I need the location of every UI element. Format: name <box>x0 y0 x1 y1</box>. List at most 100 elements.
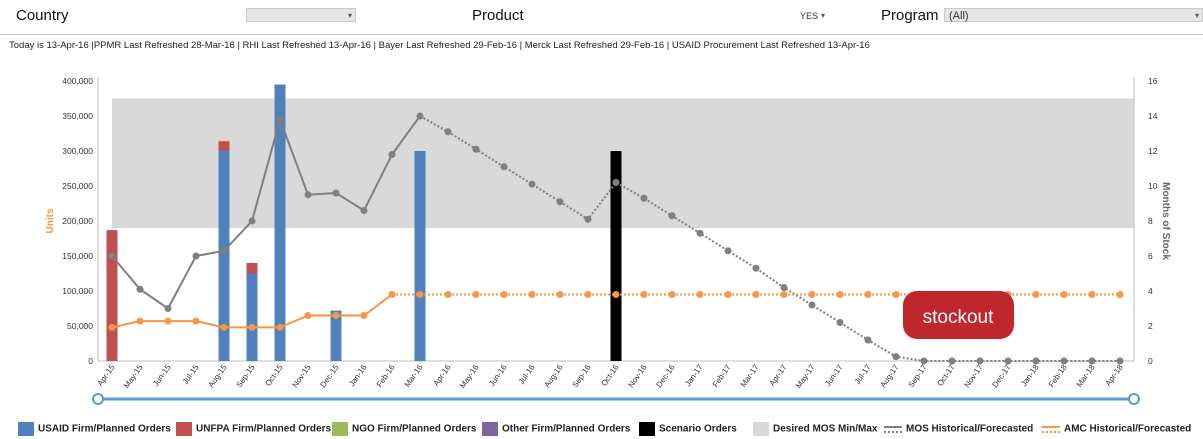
unfpa-bar <box>106 230 118 361</box>
amc_line-point <box>1088 291 1096 298</box>
amc_line-point <box>416 291 424 298</box>
amc_line-point <box>696 291 704 298</box>
x-tick-label: Oct-17 <box>935 363 956 388</box>
product-value: YES <box>800 11 819 21</box>
mos_line-point <box>556 198 564 206</box>
mos_line-point <box>864 336 872 344</box>
amc_line-point <box>472 291 480 298</box>
x-tick-label: Dec-17 <box>990 363 1012 390</box>
scroll-handle-left[interactable] <box>92 393 104 405</box>
y-tick-label: 100,000 <box>62 286 93 296</box>
x-tick-label: Aug-17 <box>878 363 900 390</box>
mos_line-point <box>388 151 396 158</box>
legend-swatch <box>1042 422 1060 436</box>
product-select[interactable]: YES ▾ <box>797 8 825 22</box>
legend-item-unfpa: UNFPA Firm/Planned Orders <box>176 422 331 436</box>
amc_line-point <box>864 291 872 298</box>
x-tick-label: Nov-17 <box>962 363 984 390</box>
desired-mos-band <box>112 98 1134 228</box>
amc_line-point <box>1032 291 1040 298</box>
legend-item-other: Other Firm/Planned Orders <box>482 422 630 436</box>
amc_line-point <box>500 291 508 298</box>
refresh-status-text: Today is 13-Apr-16 |PPMR Last Refreshed … <box>9 40 870 51</box>
mos_line-point <box>500 163 508 171</box>
mos_line-point <box>1088 357 1096 365</box>
x-tick-label: Jun-16 <box>487 363 509 389</box>
amc_line-point <box>640 291 648 298</box>
legend-item-mos_band: Desired MOS Min/Max <box>753 422 877 436</box>
y2-tick-label: 10 <box>1148 181 1158 191</box>
y2-tick-label: 2 <box>1148 321 1153 331</box>
mos_line-point <box>248 217 256 225</box>
amc_line-point <box>304 312 312 319</box>
mos_line-point <box>724 247 732 255</box>
legend-label: Desired MOS Min/Max <box>773 423 878 435</box>
country-select[interactable]: ▾ <box>246 8 356 22</box>
mos_line-point <box>808 301 816 309</box>
program-select[interactable]: (All) ▾ <box>944 8 1203 22</box>
x-tick-label: Jul-17 <box>853 363 873 386</box>
x-tick-label: Jul-15 <box>181 363 201 386</box>
legend-item-mos_line: MOS Historical/Forecasted <box>884 422 1033 436</box>
x-tick-label: Apr-15 <box>95 363 116 388</box>
x-tick-label: Dec-16 <box>654 363 676 390</box>
x-tick-label: Jul-16 <box>517 363 537 386</box>
y-tick-label: 400,000 <box>62 76 93 86</box>
mos_line-point <box>1060 357 1068 365</box>
legend-swatch <box>482 422 498 436</box>
amc_line-point <box>780 291 788 298</box>
mos_line-point <box>220 247 228 255</box>
amc_line-point <box>724 291 732 298</box>
x-tick-label: Oct-15 <box>263 363 284 388</box>
y2-tick-label: 14 <box>1148 111 1158 121</box>
amc_line-point <box>164 317 172 325</box>
mos_line-historical <box>111 115 421 310</box>
usaid-bar <box>330 310 342 361</box>
amc_line-point <box>220 323 228 331</box>
x-tick-label: Sep-17 <box>906 363 928 390</box>
x-tick-label: Apr-18 <box>1103 363 1124 388</box>
amc_line-point <box>192 317 200 325</box>
amc_line-point <box>388 291 396 298</box>
mos_line-point <box>332 189 340 197</box>
y-tick-label: 150,000 <box>62 251 93 261</box>
y2-tick-label: 6 <box>1148 251 1153 261</box>
legend-item-usaid: USAID Firm/Planned Orders <box>18 422 171 436</box>
amc_line-point <box>1116 291 1124 298</box>
amc_line-point <box>892 291 900 298</box>
amc_line-point <box>752 291 760 298</box>
legend-label: NGO Firm/Planned Orders <box>352 423 477 435</box>
program-label: Program <box>881 7 939 24</box>
mos_line-point <box>752 264 760 272</box>
legend-item-ngo: NGO Firm/Planned Orders <box>332 422 476 436</box>
mos_line-point <box>192 252 200 260</box>
scroll-handle-right[interactable] <box>1128 393 1140 405</box>
x-tick-label: Mar-17 <box>739 363 761 389</box>
chevron-down-icon: ▾ <box>347 11 352 20</box>
mos_line-point <box>472 145 480 153</box>
mos_line-point <box>780 284 788 291</box>
y-tick-label: 0 <box>88 356 93 366</box>
x-tick-label: Apr-16 <box>431 363 452 388</box>
mos_line-point <box>1116 357 1124 365</box>
legend-swatch <box>332 422 348 436</box>
x-tick-label: May-16 <box>458 363 481 390</box>
mos_line-point <box>892 353 900 361</box>
x-tick-label: May-17 <box>794 363 817 390</box>
y-tick-label: 50,000 <box>67 321 93 331</box>
mos_line-point <box>640 194 648 202</box>
mos_line-point <box>584 215 592 223</box>
x-tick-label: Jan-18 <box>1019 363 1041 389</box>
y2-tick-label: 16 <box>1148 76 1158 86</box>
legend-item-scenario: Scenario Orders <box>639 422 737 436</box>
mos_line-point <box>612 179 620 186</box>
legend-label: MOS Historical/Forecasted <box>906 423 1034 435</box>
amc_line-point <box>1060 291 1068 298</box>
amc_line-point <box>836 291 844 298</box>
x-tick-label: Aug-16 <box>542 363 564 390</box>
program-value: (All) <box>949 10 969 22</box>
legend-swatch <box>639 422 655 436</box>
x-tick-label: Sep-16 <box>570 363 592 390</box>
mos_line-point <box>416 112 424 120</box>
legend-swatch <box>884 422 902 436</box>
